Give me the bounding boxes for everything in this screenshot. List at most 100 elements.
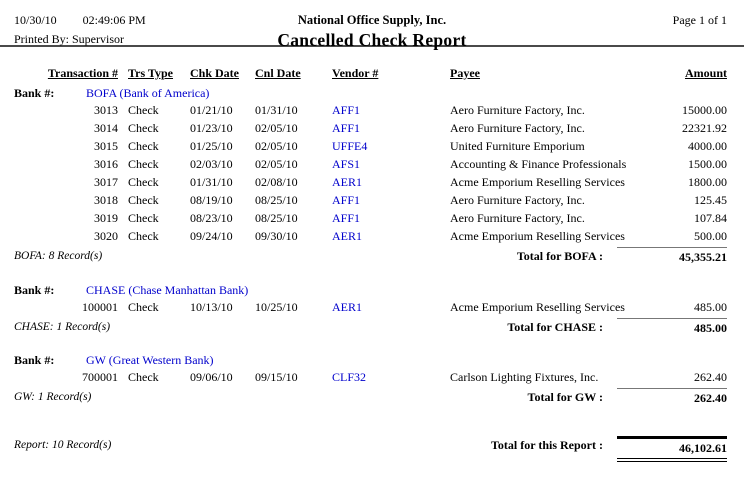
cnl-date: 02/05/10: [255, 139, 298, 153]
vendor-link[interactable]: UFFE4: [332, 139, 368, 153]
trs-type: Check: [128, 300, 159, 314]
table-row: 3015 Check 01/25/10 02/05/10 UFFE4 Unite…: [14, 139, 727, 157]
amount: 1800.00: [688, 175, 727, 189]
bofa-rows: 3013 Check 01/21/10 01/31/10 AFF1 Aero F…: [14, 103, 727, 247]
cnl-date: 09/30/10: [255, 229, 298, 243]
amount: 1500.00: [688, 157, 727, 171]
transaction-number: 3013: [94, 103, 118, 117]
bank-name-link[interactable]: BOFA (Bank of America): [86, 86, 210, 100]
vendor-link[interactable]: AFF1: [332, 121, 361, 135]
cnl-date: 01/31/10: [255, 103, 298, 117]
cnl-date: 08/25/10: [255, 211, 298, 225]
vendor-link[interactable]: AER1: [332, 229, 362, 243]
vendor-link[interactable]: AFF1: [332, 103, 361, 117]
chase-total-row: CHASE: 1 Record(s) Total for CHASE : 485…: [14, 318, 727, 336]
bofa-total-row: BOFA: 8 Record(s) Total for BOFA : 45,35…: [14, 247, 727, 265]
gw-rows: 700001 Check 09/06/10 09/15/10 CLF32 Car…: [14, 370, 727, 388]
report-header: 10/30/10 02:49:06 PM Printed By: Supervi…: [0, 0, 744, 50]
cnl-date: 02/05/10: [255, 121, 298, 135]
col-trs-type: Trs Type: [128, 66, 174, 80]
amount: 485.00: [694, 300, 727, 314]
chk-date: 10/13/10: [190, 300, 233, 314]
print-date: 10/30/10: [14, 13, 57, 27]
payee: United Furniture Emporium: [450, 139, 585, 153]
transaction-number: 3019: [94, 211, 118, 225]
chk-date: 09/24/10: [190, 229, 233, 243]
amount: 4000.00: [688, 139, 727, 153]
transaction-number: 3017: [94, 175, 118, 189]
vendor-link[interactable]: AFF1: [332, 193, 361, 207]
section-total-amount: 45,355.21: [617, 247, 727, 265]
bank-number-label: Bank #:: [14, 283, 55, 297]
section-total-label: Total for CHASE :: [507, 320, 603, 334]
cnl-date: 09/15/10: [255, 370, 298, 384]
col-amount: Amount: [684, 66, 727, 80]
col-chk-date: Chk Date: [190, 66, 240, 80]
cnl-date: 08/25/10: [255, 193, 298, 207]
chk-date: 08/23/10: [190, 211, 233, 225]
payee: Acme Emporium Reselling Services: [450, 175, 625, 189]
report-title: Cancelled Check Report: [277, 30, 467, 50]
payee: Carlson Lighting Fixtures, Inc.: [450, 370, 599, 384]
chk-date: 08/19/10: [190, 193, 233, 207]
bank-number-label: Bank #:: [14, 86, 55, 100]
chk-date: 02/03/10: [190, 157, 233, 171]
chk-date: 01/31/10: [190, 175, 233, 189]
vendor-link[interactable]: AER1: [332, 175, 362, 189]
printed-by: Printed By: Supervisor: [14, 32, 124, 46]
payee: Aero Furniture Factory, Inc.: [450, 103, 585, 117]
report-total-label: Total for this Report :: [491, 438, 603, 452]
column-header-row: Transaction # Trs Type Chk Date Cnl Date…: [14, 66, 727, 81]
report-record-count: Report: 10 Record(s): [14, 439, 112, 451]
section-total-label: Total for BOFA :: [516, 249, 603, 263]
table-row: 3013 Check 01/21/10 01/31/10 AFF1 Aero F…: [14, 103, 727, 121]
transaction-number: 3015: [94, 139, 118, 153]
vendor-link[interactable]: AFF1: [332, 211, 361, 225]
trs-type: Check: [128, 157, 159, 171]
transaction-number: 700001: [82, 370, 118, 384]
bank-name-link[interactable]: GW (Great Western Bank): [86, 353, 214, 367]
trs-type: Check: [128, 121, 159, 135]
trs-type: Check: [128, 211, 159, 225]
report-total-amount: 46,102.61: [617, 436, 727, 462]
chk-date: 09/06/10: [190, 370, 233, 384]
amount: 22321.92: [682, 121, 727, 135]
payee: Aero Furniture Factory, Inc.: [450, 211, 585, 225]
bank-header-bofa: Bank #: BOFA (Bank of America): [14, 86, 727, 103]
table-row: 700001 Check 09/06/10 09/15/10 CLF32 Car…: [14, 370, 727, 388]
vendor-link[interactable]: CLF32: [332, 370, 367, 384]
chase-rows: 100001 Check 10/13/10 10/25/10 AER1 Acme…: [14, 300, 727, 318]
transaction-number: 3016: [94, 157, 118, 171]
transaction-number: 3014: [94, 121, 118, 135]
bank-name-link[interactable]: CHASE (Chase Manhattan Bank): [86, 283, 249, 297]
cnl-date: 10/25/10: [255, 300, 298, 314]
chk-date: 01/23/10: [190, 121, 233, 135]
bank-header-gw: Bank #: GW (Great Western Bank): [14, 353, 727, 370]
section-total-label: Total for GW :: [527, 390, 603, 404]
trs-type: Check: [128, 370, 159, 384]
print-time: 02:49:06 PM: [82, 13, 146, 27]
cnl-date: 02/05/10: [255, 157, 298, 171]
amount: 125.45: [694, 193, 727, 207]
payee: Acme Emporium Reselling Services: [450, 229, 625, 243]
report-total-row: Report: 10 Record(s) Total for this Repo…: [14, 436, 727, 462]
record-count: BOFA: 8 Record(s): [14, 250, 103, 262]
trs-type: Check: [128, 193, 159, 207]
vendor-link[interactable]: AER1: [332, 300, 362, 314]
payee: Acme Emporium Reselling Services: [450, 300, 625, 314]
trs-type: Check: [128, 103, 159, 117]
trs-type: Check: [128, 175, 159, 189]
transaction-number: 3020: [94, 229, 118, 243]
gw-total-row: GW: 1 Record(s) Total for GW : 262.40: [14, 388, 727, 406]
vendor-link[interactable]: AFS1: [332, 157, 361, 171]
table-row: 3016 Check 02/03/10 02/05/10 AFS1 Accoun…: [14, 157, 727, 175]
table-row: 3017 Check 01/31/10 02/08/10 AER1 Acme E…: [14, 175, 727, 193]
record-count: GW: 1 Record(s): [14, 391, 92, 403]
cnl-date: 02/08/10: [255, 175, 298, 189]
record-count: CHASE: 1 Record(s): [14, 321, 111, 333]
bank-number-label: Bank #:: [14, 353, 55, 367]
payee: Aero Furniture Factory, Inc.: [450, 121, 585, 135]
chk-date: 01/25/10: [190, 139, 233, 153]
page-number: Page 1 of 1: [672, 13, 727, 27]
